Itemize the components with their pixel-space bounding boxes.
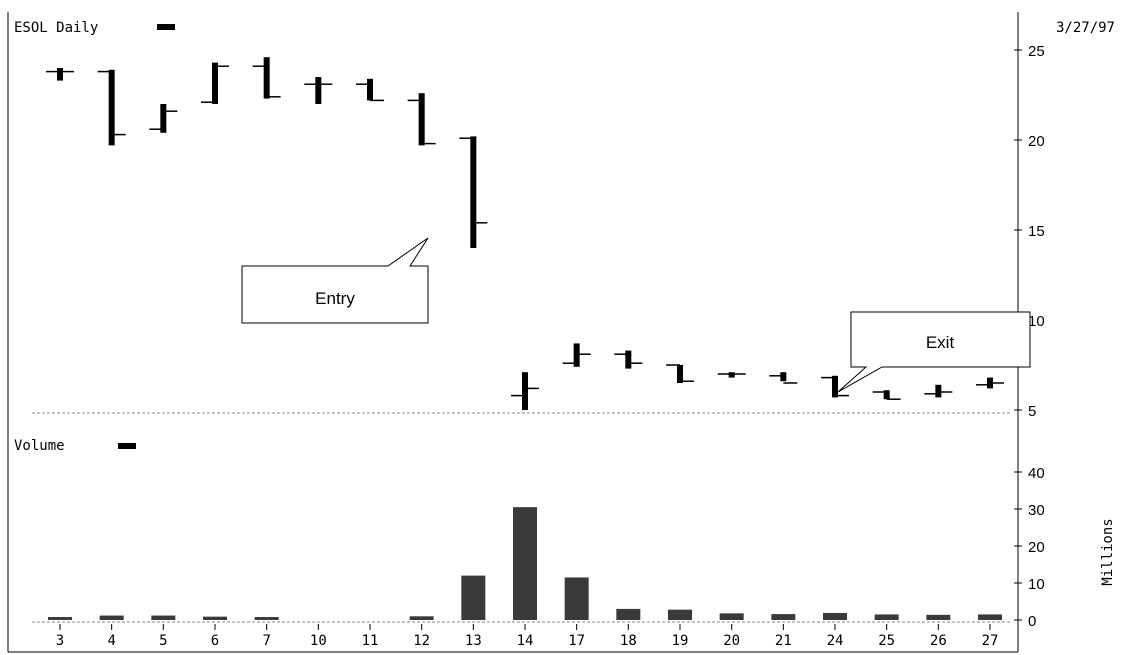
- ohlc-bar: [976, 377, 1004, 389]
- x-tick-label: 3: [56, 633, 64, 649]
- x-tick-label: 11: [362, 633, 379, 649]
- volume-bar: [771, 614, 796, 620]
- x-axis: 3 4 5 6 7 10 11 12 13 14 17 18 19 20 21 24 25 26 27: [56, 624, 999, 649]
- volume-y-tick-label: 30: [1028, 502, 1045, 519]
- volume-y-tick-label: 0: [1028, 613, 1036, 630]
- x-tick-label: 12: [413, 633, 430, 649]
- price-legend-swatch: [157, 24, 175, 30]
- ohlc-bar: [666, 364, 694, 383]
- x-tick-label: 27: [982, 633, 999, 649]
- ohlc-bar: [149, 104, 178, 133]
- volume-y-tick-label: 20: [1028, 539, 1045, 556]
- price-ohlc-series: [46, 57, 1004, 410]
- volume-bar-series: [48, 507, 1002, 620]
- volume-bar: [564, 577, 589, 620]
- ohlc-bar: [304, 77, 333, 104]
- volume-bar: [254, 617, 279, 620]
- chart-date: 3/27/97: [1056, 20, 1115, 36]
- volume-axis-label: Millions: [1100, 518, 1116, 585]
- x-tick-label: 19: [672, 633, 689, 649]
- ohlc-bar: [717, 372, 746, 378]
- price-y-tick-label: 25: [1028, 43, 1045, 60]
- volume-bar: [926, 614, 951, 620]
- volume-y-tick-label: 40: [1028, 465, 1045, 482]
- ohlc-bar: [614, 350, 643, 369]
- volume-bar: [978, 614, 1002, 620]
- volume-bar: [823, 612, 847, 620]
- x-tick-label: 10: [310, 633, 327, 649]
- ohlc-bar: [97, 69, 126, 146]
- ohlc-bar: [924, 384, 953, 398]
- volume-bar: [461, 575, 486, 620]
- volume-bar: [99, 615, 124, 620]
- volume-bar: [203, 616, 227, 620]
- ohlc-bar: [407, 93, 436, 146]
- ohlc-bar: [769, 372, 798, 384]
- exit-callout: Exit: [837, 311, 1031, 393]
- ohlc-bar: [201, 62, 229, 104]
- volume-chart-title: Volume: [14, 438, 65, 454]
- volume-bar: [874, 614, 899, 620]
- price-y-tick-label: 15: [1028, 223, 1045, 240]
- ohlc-bar: [252, 57, 281, 99]
- ohlc-bar: [821, 375, 849, 398]
- volume-bar: [616, 608, 641, 620]
- x-tick-label: 20: [723, 633, 740, 649]
- x-tick-label: 6: [211, 633, 219, 649]
- volume-bar: [48, 617, 72, 620]
- price-y-tick-label: 5: [1028, 403, 1036, 420]
- price-chart-title: ESOL Daily: [14, 20, 98, 36]
- x-tick-label: 24: [827, 633, 844, 649]
- x-tick-label: 21: [775, 633, 792, 649]
- ohlc-bar: [872, 390, 901, 400]
- entry-callout: Entry: [241, 237, 429, 324]
- volume-bar: [151, 615, 176, 620]
- volume-bar: [409, 616, 434, 620]
- x-tick-label: 7: [262, 633, 270, 649]
- x-tick-label: 17: [568, 633, 585, 649]
- volume-bar: [719, 613, 744, 620]
- volume-y-axis: 0 10 20 30 40: [1014, 465, 1045, 630]
- x-tick-label: 18: [620, 633, 637, 649]
- ohlc-bar: [511, 372, 539, 410]
- price-y-tick-label: 20: [1028, 133, 1045, 150]
- x-tick-label: 14: [517, 633, 534, 649]
- chart-frame: [7, 12, 1019, 653]
- price-y-axis: 5 10 15 20 25: [1014, 43, 1045, 420]
- x-tick-label: 26: [930, 633, 947, 649]
- ohlc-bar: [459, 136, 488, 248]
- x-tick-label: 5: [159, 633, 167, 649]
- x-tick-label: 4: [107, 633, 115, 649]
- ohlc-bar: [562, 343, 591, 367]
- entry-label: Entry: [315, 289, 355, 308]
- exit-label: Exit: [926, 333, 955, 352]
- x-tick-label: 13: [465, 633, 482, 649]
- price-y-tick-label: 10: [1028, 313, 1045, 330]
- volume-legend-swatch: [118, 443, 136, 449]
- volume-y-tick-label: 10: [1028, 576, 1045, 593]
- volume-bar: [668, 609, 692, 620]
- volume-bar: [513, 507, 537, 620]
- x-tick-label: 25: [878, 633, 895, 649]
- ohlc-bar: [46, 68, 74, 81]
- ohlc-bar: [356, 78, 384, 102]
